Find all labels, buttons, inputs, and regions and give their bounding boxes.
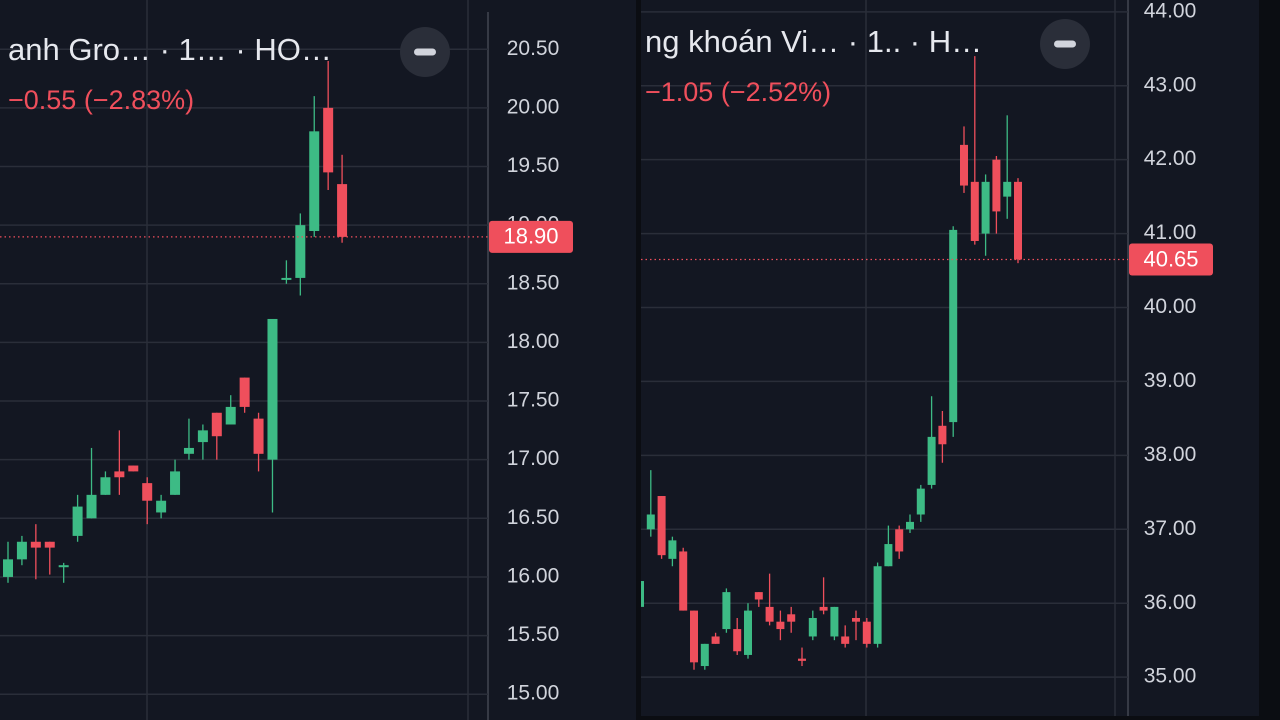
candle-body [949, 229, 958, 423]
candle-body [337, 184, 348, 237]
collapse-icon [414, 48, 436, 56]
candle-body [16, 541, 27, 560]
candle-body [722, 592, 731, 630]
candle-body [114, 471, 125, 478]
price-change: −1.05 (−2.52%) [645, 77, 831, 107]
candle-body [239, 377, 250, 407]
candle-body [1014, 181, 1022, 260]
candle-body [1003, 181, 1012, 197]
candle-body [58, 565, 69, 568]
y-tick-label: 20.00 [507, 95, 560, 118]
candle-body [183, 447, 194, 454]
candle-body [992, 159, 1001, 212]
candle-body [30, 541, 41, 548]
y-tick-label: 39.00 [1144, 369, 1197, 392]
candle-body [938, 425, 947, 445]
panel-background [0, 0, 636, 720]
candle-body [267, 318, 278, 460]
candle-body [981, 181, 990, 234]
candle-body [100, 477, 111, 495]
y-tick-label: 18.50 [507, 271, 560, 294]
candle-body [841, 636, 850, 644]
candle-body [798, 658, 806, 661]
candle-body [128, 465, 139, 472]
candle-body [744, 610, 752, 655]
y-tick-label: 43.00 [1144, 73, 1197, 96]
candle-body [86, 494, 97, 519]
candle-body [253, 418, 264, 454]
candle-body [211, 412, 222, 437]
candle-body [225, 406, 236, 425]
candle-body [873, 566, 882, 644]
candle-body [927, 436, 936, 485]
candle-body [641, 581, 644, 607]
candle-body [970, 181, 979, 241]
y-tick-label: 40.00 [1144, 295, 1197, 318]
y-tick-label: 38.00 [1144, 443, 1197, 466]
candle-body [808, 617, 817, 637]
chart-title: ng khoán Vi… · 1.. · H… [645, 24, 982, 59]
candle-body [3, 559, 13, 577]
candle-body [668, 540, 677, 559]
y-tick-label: 20.50 [507, 37, 560, 60]
candle-body [733, 629, 742, 652]
chart-panel: 35.00 36.00 37.00 38.00 39.00 40.00 41.00 42.00… [641, 0, 1259, 716]
candle-body [754, 592, 763, 600]
last-price-badge [489, 220, 573, 253]
candle-body [44, 541, 55, 548]
y-tick-label: 16.50 [507, 506, 560, 529]
last-price-label: 40.65 [1143, 246, 1198, 271]
candle-body [295, 225, 306, 278]
candle-body [197, 430, 208, 443]
candle-body [819, 606, 828, 611]
candle-body [142, 483, 153, 501]
candle-body [170, 471, 181, 495]
candle-body [646, 514, 655, 530]
collapse-icon [1054, 40, 1076, 48]
candle-body [916, 488, 925, 515]
y-tick-label: 44.00 [1144, 0, 1197, 22]
y-tick-label: 35.00 [1144, 665, 1197, 688]
last-price-badge [1129, 243, 1213, 276]
y-tick-label: 37.00 [1144, 517, 1197, 540]
y-tick-label: 36.00 [1144, 591, 1197, 614]
y-tick-label: 42.00 [1144, 147, 1197, 170]
candle-body [906, 521, 914, 530]
candle-body [657, 496, 666, 556]
y-tick-label: 15.00 [507, 682, 560, 705]
last-price-label: 18.90 [503, 224, 558, 249]
candle-body [862, 621, 871, 644]
candle-body [960, 144, 968, 186]
y-tick-label: 17.50 [507, 389, 560, 412]
candle-body [700, 643, 709, 667]
candle-body [711, 636, 720, 644]
y-tick-label: 16.00 [507, 564, 560, 587]
price-change: −0.55 (−2.83%) [8, 85, 194, 115]
chart-panel: 15.00 15.50 16.00 16.50 17.00 17.50 18.00 18.50… [0, 0, 636, 720]
candle-body [156, 500, 167, 513]
candle-body [690, 610, 698, 663]
candle-body [765, 606, 774, 622]
y-tick-label: 19.50 [507, 154, 560, 177]
candle-body [852, 617, 860, 622]
y-tick-label: 17.00 [507, 447, 560, 470]
y-tick-label: 15.50 [507, 623, 560, 646]
chart-title: anh Gro… · 1… · HO… [8, 32, 332, 67]
candle-body [309, 131, 320, 232]
candle-body [830, 606, 839, 637]
candle-body [776, 621, 785, 630]
candle-body [323, 107, 334, 173]
candle-body [281, 277, 292, 280]
candle-body [787, 614, 796, 622]
y-tick-label: 41.00 [1144, 221, 1197, 244]
candle-body [895, 529, 904, 552]
candle-body [679, 551, 688, 611]
candle-body [884, 544, 893, 567]
candle-body [72, 506, 83, 536]
y-tick-label: 18.00 [507, 330, 560, 353]
